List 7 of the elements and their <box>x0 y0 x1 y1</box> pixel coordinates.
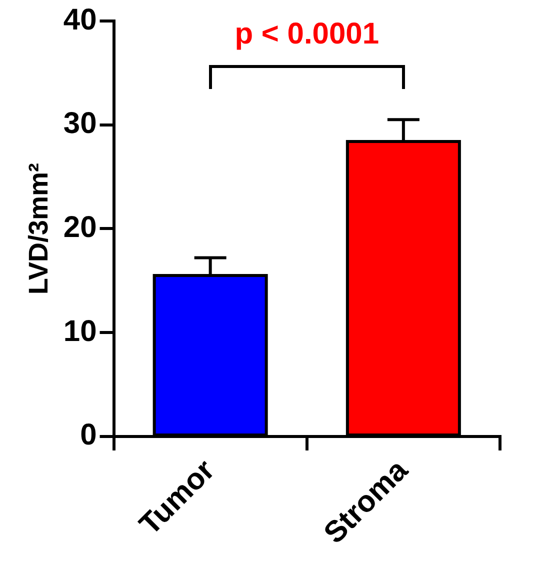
y-tick-label: 30 <box>63 107 97 140</box>
y-tick-label: 10 <box>63 314 97 348</box>
y-axis-title: LVD/3mm² <box>24 162 54 294</box>
y-tick-label: 20 <box>63 210 97 244</box>
annotation: p < 0.0001 <box>234 17 380 50</box>
y-tick-label: 40 <box>63 3 97 36</box>
y-tick-label: 0 <box>80 418 97 452</box>
